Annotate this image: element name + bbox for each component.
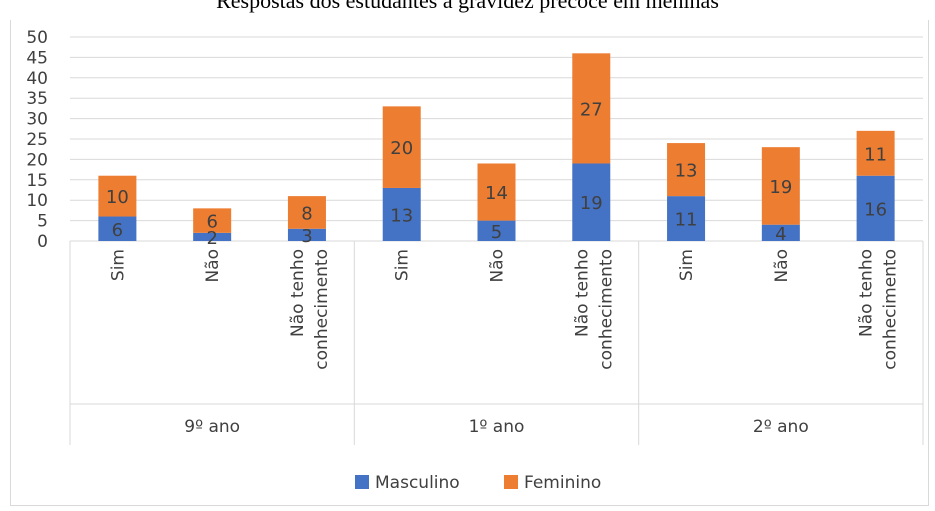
x-axis: Sim Não Não tenho conhecimento Sim Não Não ten…	[69, 241, 924, 445]
y-tick-label: 10	[26, 191, 48, 211]
data-label-masculino: 4	[775, 224, 786, 245]
group-label: 1º ano	[469, 417, 525, 437]
x-category-label: Não	[772, 249, 792, 283]
data-label-feminino: 6	[206, 212, 217, 233]
chart-frame	[10, 20, 929, 506]
data-label-masculino: 3	[301, 226, 312, 247]
legend-swatch	[504, 475, 518, 489]
x-category-label: Não tenho conhecimento	[288, 249, 332, 370]
bar-feminino	[572, 53, 611, 164]
bar-feminino	[477, 163, 516, 221]
legend-swatch	[355, 475, 369, 489]
bar-feminino	[287, 196, 326, 229]
data-label-feminino: 11	[864, 144, 887, 165]
bar-masculino	[856, 175, 895, 241]
bar-masculino	[287, 228, 326, 241]
bar-masculino	[667, 196, 706, 241]
data-label-masculino: 2	[206, 228, 217, 249]
bar-feminino	[856, 130, 895, 176]
data-label-feminino: 8	[301, 203, 312, 224]
bar-feminino	[382, 106, 421, 188]
bar-masculino	[477, 220, 516, 241]
data-label-feminino: 27	[580, 99, 603, 120]
bar-masculino	[572, 163, 611, 241]
data-label-feminino: 20	[390, 138, 413, 159]
data-label-masculino: 11	[675, 210, 698, 231]
data-label-masculino: 6	[112, 220, 123, 241]
legend-label: Feminino	[524, 473, 601, 493]
y-tick-label: 50	[26, 28, 48, 48]
y-tick-label: 25	[26, 130, 48, 150]
bar-masculino	[761, 224, 800, 241]
chart-title: Respostas dos estudantes à gravidez prec…	[216, 0, 719, 13]
y-tick-label: 35	[26, 89, 48, 109]
bar-feminino	[761, 147, 800, 225]
x-category-label: Sim	[677, 249, 697, 281]
legend: Masculino Feminino	[355, 473, 601, 493]
data-label-feminino: 19	[769, 177, 792, 198]
data-label-feminino: 13	[675, 161, 698, 182]
x-category-label: Sim	[393, 249, 413, 281]
y-tick-label: 15	[26, 171, 48, 191]
data-label-masculino: 19	[580, 193, 603, 214]
x-category-label: Não	[488, 249, 508, 283]
legend-label: Masculino	[375, 473, 460, 493]
bar-masculino	[98, 216, 137, 241]
bar-feminino	[667, 143, 706, 197]
data-label-feminino: 10	[106, 187, 129, 208]
y-tick-label: 30	[26, 110, 48, 130]
x-category-label: Não	[203, 249, 223, 283]
data-label-masculino: 16	[864, 199, 887, 220]
group-label: 2º ano	[753, 417, 809, 437]
bar-feminino	[193, 208, 232, 233]
y-tick-label: 45	[26, 48, 48, 68]
x-category-label: Não tenho conhecimento	[572, 249, 616, 370]
data-label-masculino: 5	[491, 222, 502, 243]
data-label-feminino: 14	[485, 183, 508, 204]
y-tick-label: 0	[37, 232, 48, 252]
y-tick-label: 5	[37, 212, 48, 232]
x-category-label: Não tenho conhecimento	[857, 249, 901, 370]
bar-masculino	[193, 232, 232, 241]
bar-feminino	[98, 175, 137, 217]
group-label: 9º ano	[184, 417, 240, 437]
data-label-masculino: 13	[390, 205, 413, 226]
y-tick-label: 20	[26, 150, 48, 170]
y-tick-label: 40	[26, 69, 48, 89]
bar-masculino	[382, 187, 421, 241]
x-category-label: Sim	[108, 249, 128, 281]
